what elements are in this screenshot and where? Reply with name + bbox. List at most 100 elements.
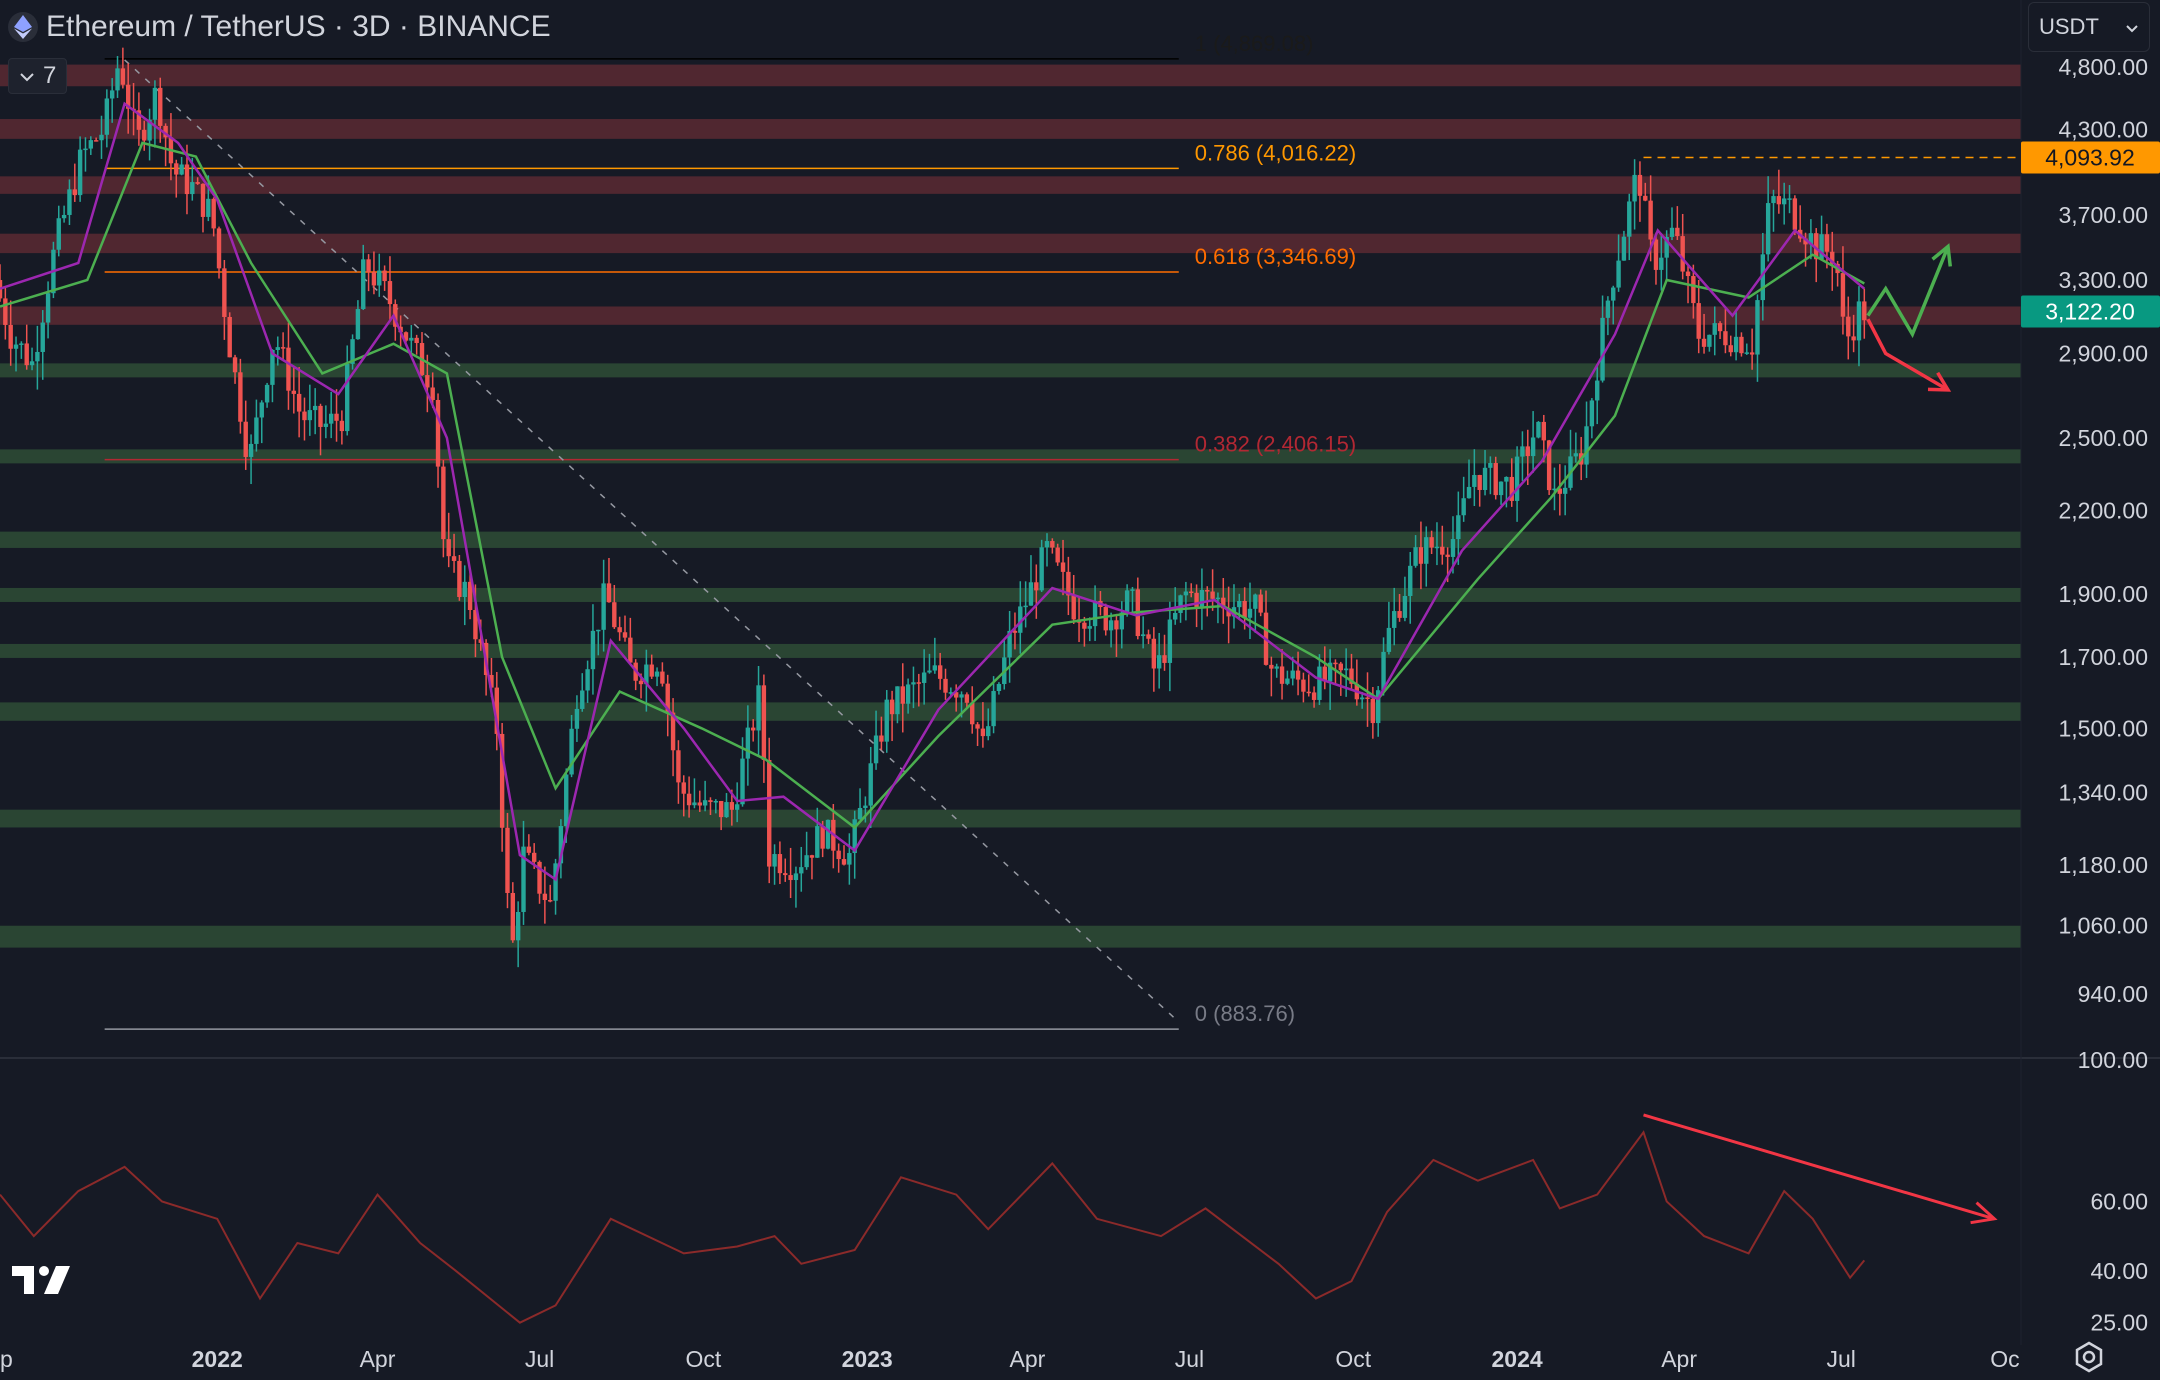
candle-body	[1472, 474, 1477, 487]
support-zone	[0, 449, 2021, 464]
candle-body	[1851, 336, 1856, 341]
candle-body	[1525, 446, 1530, 457]
candle-body	[1728, 345, 1733, 353]
gear-icon[interactable]	[2072, 1340, 2106, 1379]
candle-body	[1274, 666, 1279, 669]
candle-body	[1140, 634, 1146, 637]
candle-body	[1301, 679, 1306, 692]
candle-body	[857, 807, 863, 820]
tradingview-logo-icon[interactable]	[12, 1262, 74, 1303]
candle-body	[1824, 234, 1830, 252]
candle-body	[1611, 287, 1616, 301]
candle-body	[1039, 547, 1044, 591]
symbol-header[interactable]: Ethereum / TetherUS · 3D · BINANCE	[8, 8, 551, 46]
candle-body	[1664, 236, 1669, 258]
candle-body	[1178, 595, 1183, 613]
candle-body	[617, 627, 622, 633]
candle-body	[1418, 547, 1424, 564]
candle-body	[61, 214, 67, 219]
candle-body	[1440, 546, 1445, 555]
time-axis-tick: Apr	[360, 1346, 396, 1372]
candle-body	[1322, 666, 1327, 682]
price-axis-tick: 1,500.00	[2058, 715, 2148, 741]
currency-dropdown[interactable]: USDT	[2028, 2, 2150, 52]
candle-body	[1066, 571, 1071, 596]
candle-body	[1733, 336, 1739, 353]
resistance-zone	[0, 176, 2021, 194]
candle-body	[1327, 662, 1333, 682]
candle-body	[238, 372, 243, 422]
time-axis[interactable]: p 2022 Apr Jul Oct 2023 Apr Jul Oct 2024 Apr Jul Oc	[0, 1346, 2020, 1372]
ema-slow-line	[0, 141, 1865, 830]
candle-body	[1739, 336, 1744, 354]
candle-body	[820, 826, 825, 849]
candle-body	[1637, 174, 1643, 196]
indicators-toggle-button[interactable]: 7	[8, 58, 68, 94]
candle-body	[227, 316, 232, 358]
rsi-axis[interactable]: 100.00 60.00 40.00 25.00	[2078, 1047, 2148, 1336]
candle-body	[1787, 198, 1792, 200]
candle-body	[1060, 562, 1066, 572]
candle-body	[1504, 476, 1509, 482]
candle-body	[1573, 453, 1579, 457]
candle-body	[1723, 331, 1728, 346]
candle-body	[1434, 546, 1440, 549]
candle-body	[1589, 400, 1595, 427]
candle-body	[1226, 608, 1231, 617]
candle-body	[927, 670, 932, 673]
candle-body	[296, 393, 302, 412]
candle-body	[1530, 437, 1536, 457]
candle-body	[318, 405, 323, 427]
candle-body	[932, 665, 938, 671]
candle-body	[1087, 626, 1092, 629]
candle-body	[216, 228, 222, 269]
candle-body	[142, 129, 147, 141]
candle-body	[3, 298, 8, 325]
candle-body	[1712, 323, 1717, 335]
candle-body	[1402, 595, 1408, 618]
candle-body	[788, 875, 793, 881]
current-price-label: 3,122.20	[2045, 299, 2135, 325]
candle-body	[622, 632, 628, 638]
candle-body	[970, 702, 975, 725]
candle-body	[1237, 600, 1242, 608]
candle-body	[1846, 316, 1851, 337]
price-axis-tick: 2,200.00	[2058, 498, 2148, 524]
candle-body	[222, 268, 227, 317]
candle-body	[115, 68, 120, 91]
candle-body	[1018, 606, 1023, 633]
candle-body	[564, 774, 569, 827]
candle-body	[286, 347, 291, 391]
price-labels: 3,122.20 4,093.92	[2021, 141, 2160, 328]
candle-body	[873, 735, 879, 764]
candle-body	[895, 686, 900, 715]
resistance-zone	[0, 233, 2021, 254]
candle-body	[441, 466, 446, 540]
candle-body	[334, 413, 339, 421]
candle-body	[1028, 582, 1034, 606]
candle-body	[1685, 271, 1691, 277]
candle-body	[1044, 541, 1050, 548]
time-axis-tick: Oc	[1990, 1346, 2019, 1372]
candle-body	[232, 357, 238, 373]
time-axis-tick: Jul	[525, 1346, 554, 1372]
candle-body	[1680, 236, 1685, 272]
candle-body	[1819, 234, 1824, 260]
candle-body	[628, 637, 633, 663]
price-axis[interactable]: 4,800.00 4,300.00 3,700.00 3,300.00 2,900.00…	[2058, 54, 2148, 1007]
chevron-down-icon	[2125, 14, 2139, 40]
candle-body	[1386, 627, 1392, 652]
candle-body	[1108, 620, 1114, 631]
candle-body	[302, 411, 307, 421]
candle-body	[467, 581, 473, 611]
candle-body	[19, 343, 24, 345]
candle-body	[601, 583, 606, 630]
candle-body	[558, 826, 564, 864]
symbol-title: Ethereum / TetherUS · 3D · BINANCE	[46, 10, 551, 43]
candle-body	[740, 758, 745, 805]
candle-body	[1253, 594, 1258, 609]
candle-body	[280, 347, 286, 349]
candle-body	[841, 859, 847, 865]
candle-body	[686, 793, 692, 806]
